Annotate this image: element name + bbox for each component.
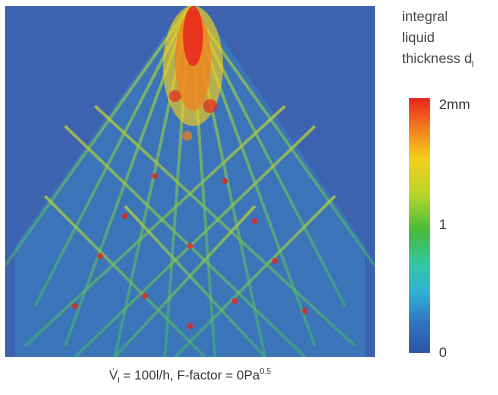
caption-v-sub: l [117,375,120,385]
colorbar-title-line-2: liquid [402,29,435,45]
thickness-map-image [5,6,375,357]
image-caption: V̇l = 100l/h, F-factor = 0Pa0.5 [5,358,375,386]
caption-exponent: 0.5 [259,367,271,376]
scattered-nodes [72,173,308,329]
colorbar [409,98,430,353]
caption-vdot: V̇ [109,367,118,383]
colorbar-title: integral liquid thickness dl [402,6,498,75]
colorbar-title-line-3: thickness dl [402,48,498,75]
high-thickness-core [163,6,223,141]
colorbar-title-sub: l [472,59,474,69]
caption-text: = 100l/h, F-factor = 0Pa [119,367,260,383]
colorbar-title-line-3-text: thickness d [402,50,473,66]
colorbar-title-line-1: integral [402,8,448,24]
colorbar-tick-mid: 1 [439,216,447,232]
spray-fan-area [15,6,365,357]
colorbar-tick-min: 0 [439,344,447,360]
colorbar-tick-max: 2mm [439,96,471,112]
